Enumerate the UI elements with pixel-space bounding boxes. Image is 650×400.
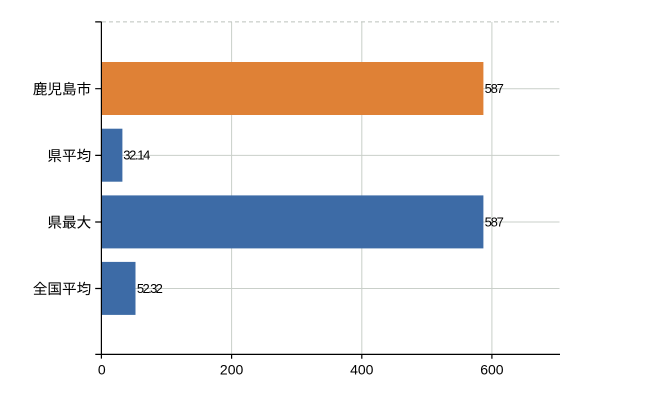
svg-text:200: 200: [220, 361, 244, 377]
svg-text:0: 0: [98, 361, 106, 377]
svg-text:600: 600: [480, 361, 504, 377]
svg-text:52.32: 52.32: [137, 281, 163, 296]
svg-text:400: 400: [350, 361, 374, 377]
svg-text:587: 587: [485, 215, 504, 230]
svg-text:32.14: 32.14: [123, 147, 150, 162]
svg-text:587: 587: [485, 81, 504, 96]
